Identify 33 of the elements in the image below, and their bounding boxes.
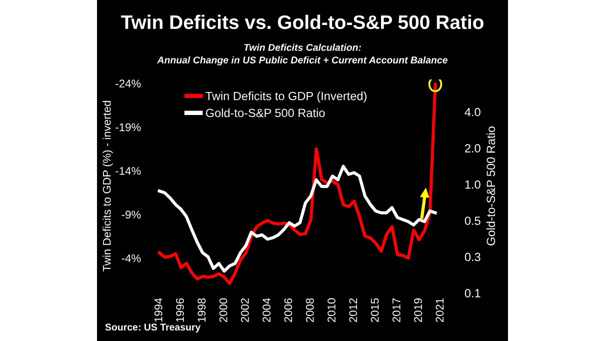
x-tick-label: 2012 <box>349 298 358 322</box>
x-tick-label: 2004 <box>262 298 271 322</box>
y-tick-label: -19% <box>116 123 141 132</box>
y2-tick-label: 0.5 <box>464 216 480 225</box>
y-tick-label: -14% <box>116 167 141 175</box>
y-tick-label: -4% <box>122 254 141 262</box>
y2-tick-label: 0.1 <box>464 289 480 298</box>
y2-tick-label: 0.3 <box>464 252 480 262</box>
y2-tick-label: 1.0 <box>465 180 480 189</box>
x-tick-label: 2019 <box>414 298 422 322</box>
y-tick-label: -24% <box>116 80 141 88</box>
x-tick-label: 2021 <box>436 298 444 322</box>
line-series <box>158 164 437 273</box>
legend-label: Gold-to-S&P 500 Ratio <box>206 108 325 118</box>
y-tick-label: -9% <box>122 210 141 219</box>
x-tick-label: 1996 <box>176 298 184 322</box>
x-tick-label: 2015 <box>370 298 379 322</box>
x-tick-label: 1998 <box>198 298 206 322</box>
chart-title: Twin Deficits vs. Gold-to-S&P 500 Ratio <box>121 14 484 30</box>
source-note: Source: US Treasury <box>105 324 201 332</box>
chart-subtitle: Twin Deficits Calculation: Annual Change in US Public Deficit + Current Account Balance <box>157 44 448 66</box>
x-tick-label: 2010 <box>328 298 336 322</box>
x-tick-label: 2017 <box>392 298 400 322</box>
x-tick-label: 2000 <box>219 298 228 322</box>
legend-label: Twin Deficits to GDP (Inverted) <box>206 92 366 103</box>
x-tick-label: 2002 <box>241 298 249 322</box>
x-tick-label: 2006 <box>284 298 292 322</box>
y2-tick-label: 2.0 <box>465 144 480 152</box>
x-tick-label: 2008 <box>306 298 314 322</box>
y2-axis-title: Gold-to-S&P 500 Ratio <box>486 126 496 246</box>
y-axis-title: Twin Deficits to GDP (%) - inverted <box>102 100 113 272</box>
x-tick-label: 1994 <box>154 298 162 322</box>
y2-tick-label: 4.0 <box>464 108 480 116</box>
